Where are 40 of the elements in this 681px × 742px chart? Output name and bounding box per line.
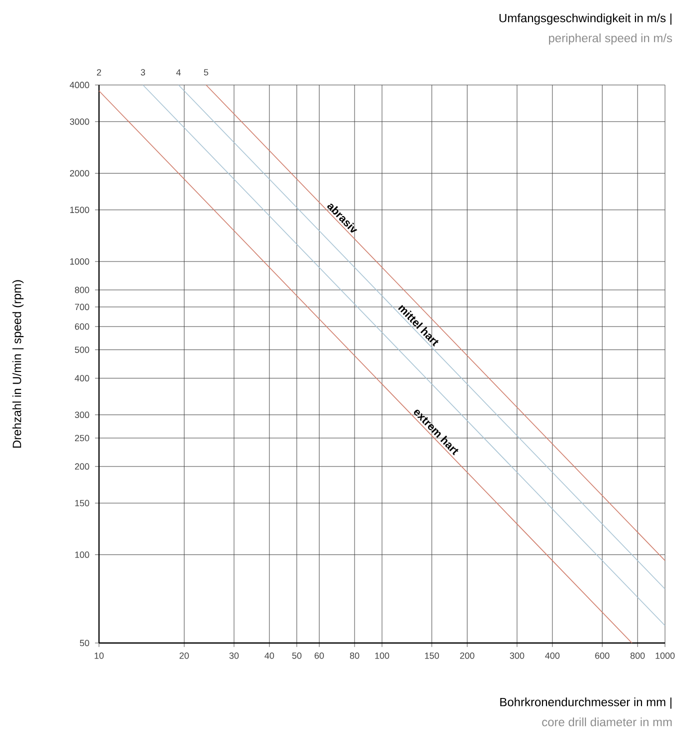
series-label: 5 [204,69,208,76]
x-tick-label: 40 [264,652,274,659]
y-tick-label: 200 [75,463,90,470]
series-label: 3 [140,69,146,76]
x-tick-label: 60 [314,652,324,659]
x-tick-label: 1000 [656,652,675,659]
x-tick-label: 400 [545,652,560,659]
y-tick-label: 50 [80,640,90,646]
x-tick-label: 80 [350,652,360,659]
chart-title: Umfangsgeschwindigkeit in m/s | [500,14,672,25]
y-tick-label: 250 [75,434,90,442]
x-tick-label: 100 [375,652,390,659]
y-tick-label: 800 [74,286,90,294]
y-tick-label: 2000 [70,170,90,176]
y-tick-label: 500 [74,346,90,353]
y-tick-label: 1500 [70,206,90,214]
x-axis-title: Bohrkronendurchmesser in mm | [500,698,672,709]
x-tick-label: 200 [460,652,474,659]
y-tick-label: 300 [74,412,90,418]
text: core drill diameter in mm [542,718,672,726]
y-tick-label: 1000 [70,258,90,265]
chart-subtitle: peripheral speed in m/s [548,34,672,45]
x-tick-label: 50 [292,652,302,659]
y-tick-label: 600 [75,323,90,330]
series-label: 4 [176,69,181,76]
x-tick-label: 600 [595,652,610,659]
y-tick-label: 400 [74,375,90,382]
x-tick-label: 20 [180,652,189,659]
y-tick-label: 4000 [70,82,90,88]
y-tick-label: 3000 [70,118,90,125]
y-tick-label: 100 [75,552,90,558]
y-tick-label: 150 [75,500,90,506]
y-tick-label: 700 [75,304,90,310]
x-tick-label: 10 [94,652,104,659]
x-tick-label: 30 [229,652,239,659]
x-tick-label: 150 [425,652,439,659]
x-tick-label: 800 [630,652,645,659]
y-axis-title: Drehzahl in U/min | speed (rpm) [12,280,24,448]
series-label: 2 [96,69,102,76]
x-tick-label: 300 [510,652,524,659]
